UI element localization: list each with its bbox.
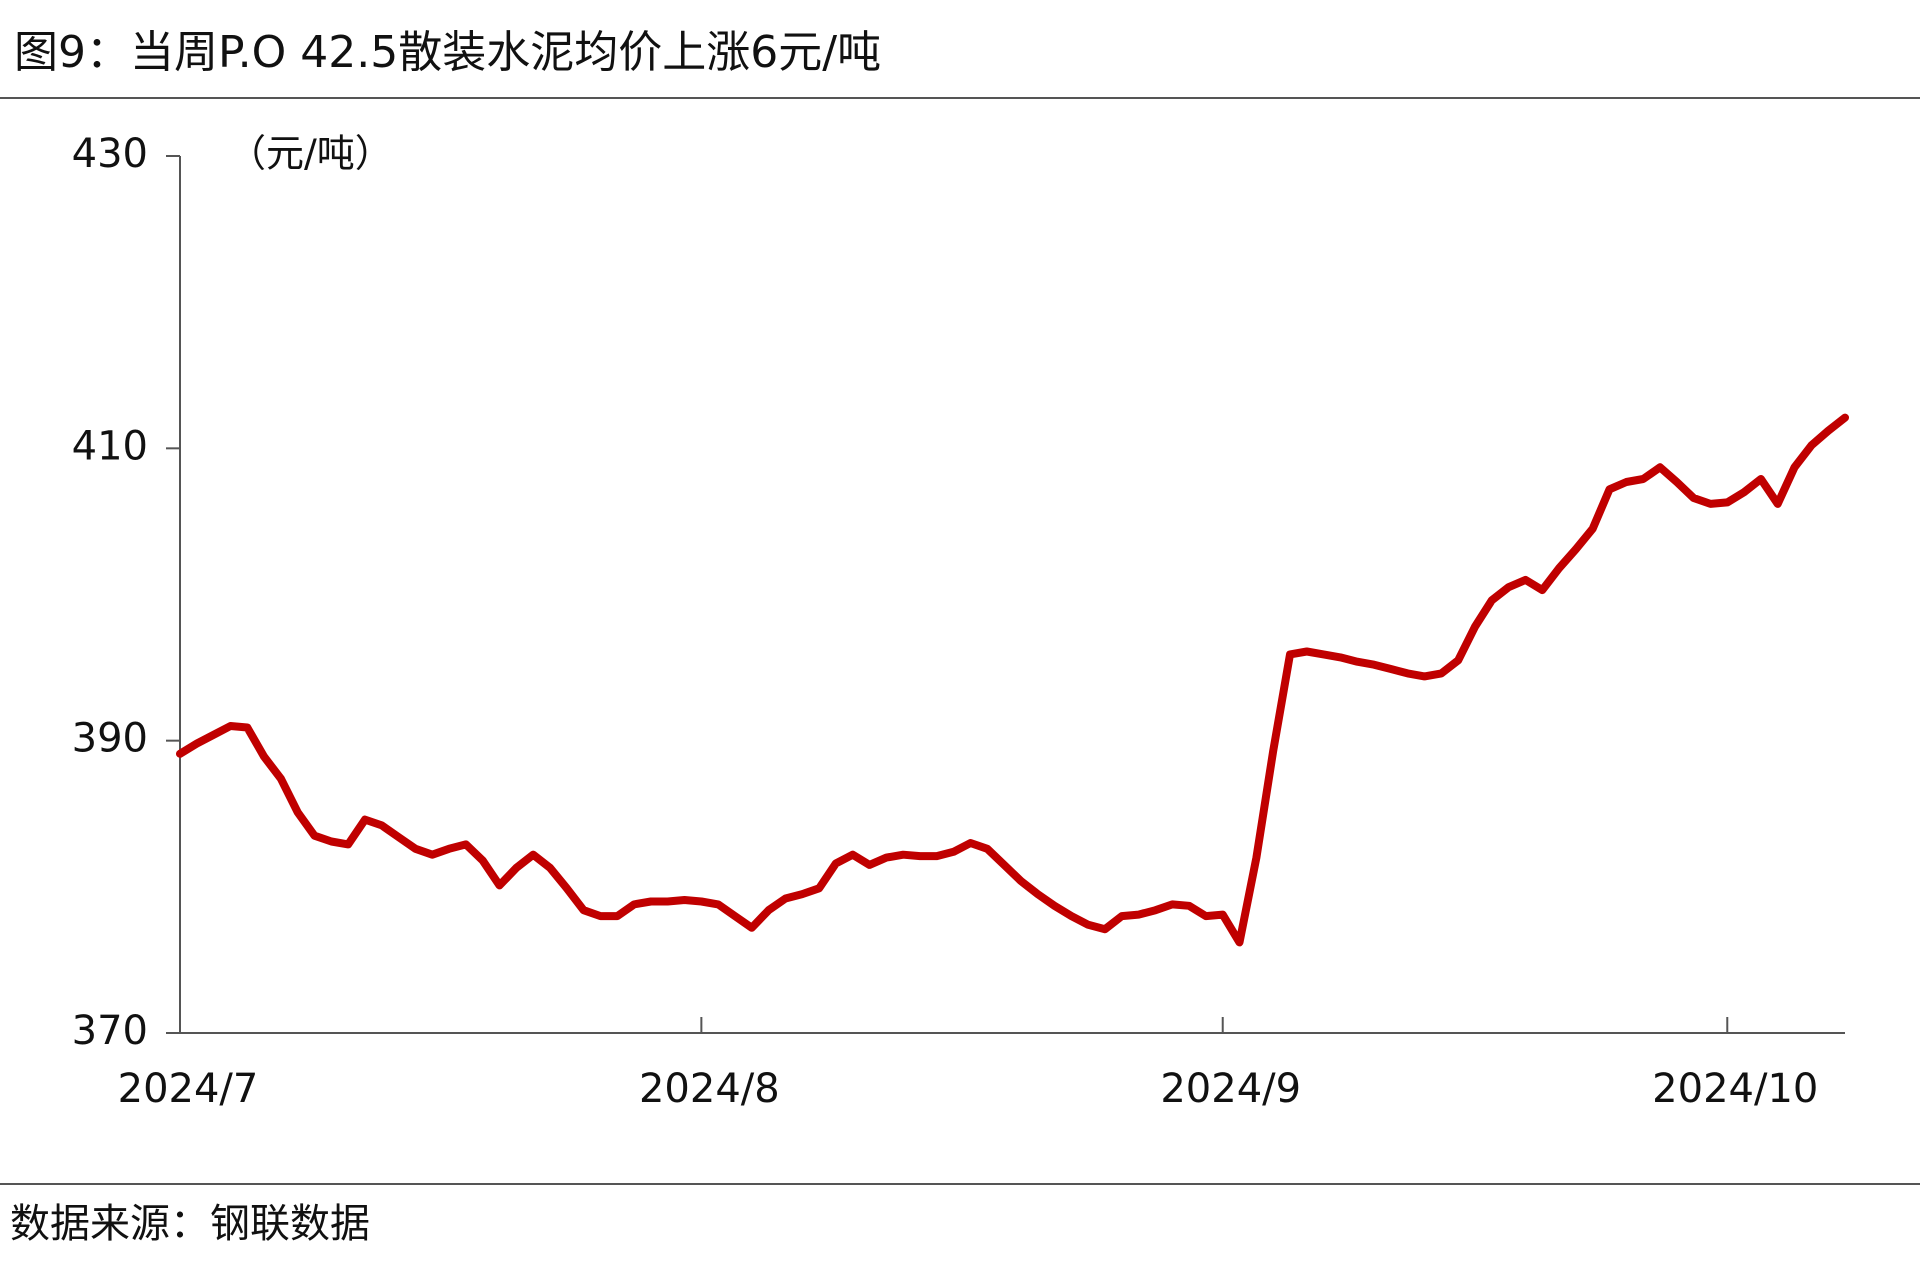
chart-title: 图9：当周P.O 42.5散装水泥均价上涨6元/吨 [14, 27, 881, 78]
x-tick-label: 2024/10 [1652, 1066, 1818, 1112]
x-tick-label: 2024/9 [1160, 1066, 1301, 1112]
y-tick-label: 370 [72, 1008, 148, 1054]
y-tick-label: 410 [72, 423, 148, 469]
y-tick-label: 430 [72, 131, 148, 177]
x-tick-label: 2024/7 [118, 1066, 259, 1112]
price-line [176, 413, 1849, 947]
y-axis-label: （元/吨） [228, 132, 393, 176]
x-tick-label: 2024/8 [639, 1066, 780, 1112]
y-tick-label: 390 [72, 716, 148, 762]
source-note: 数据来源：钢联数据 [10, 1201, 370, 1247]
